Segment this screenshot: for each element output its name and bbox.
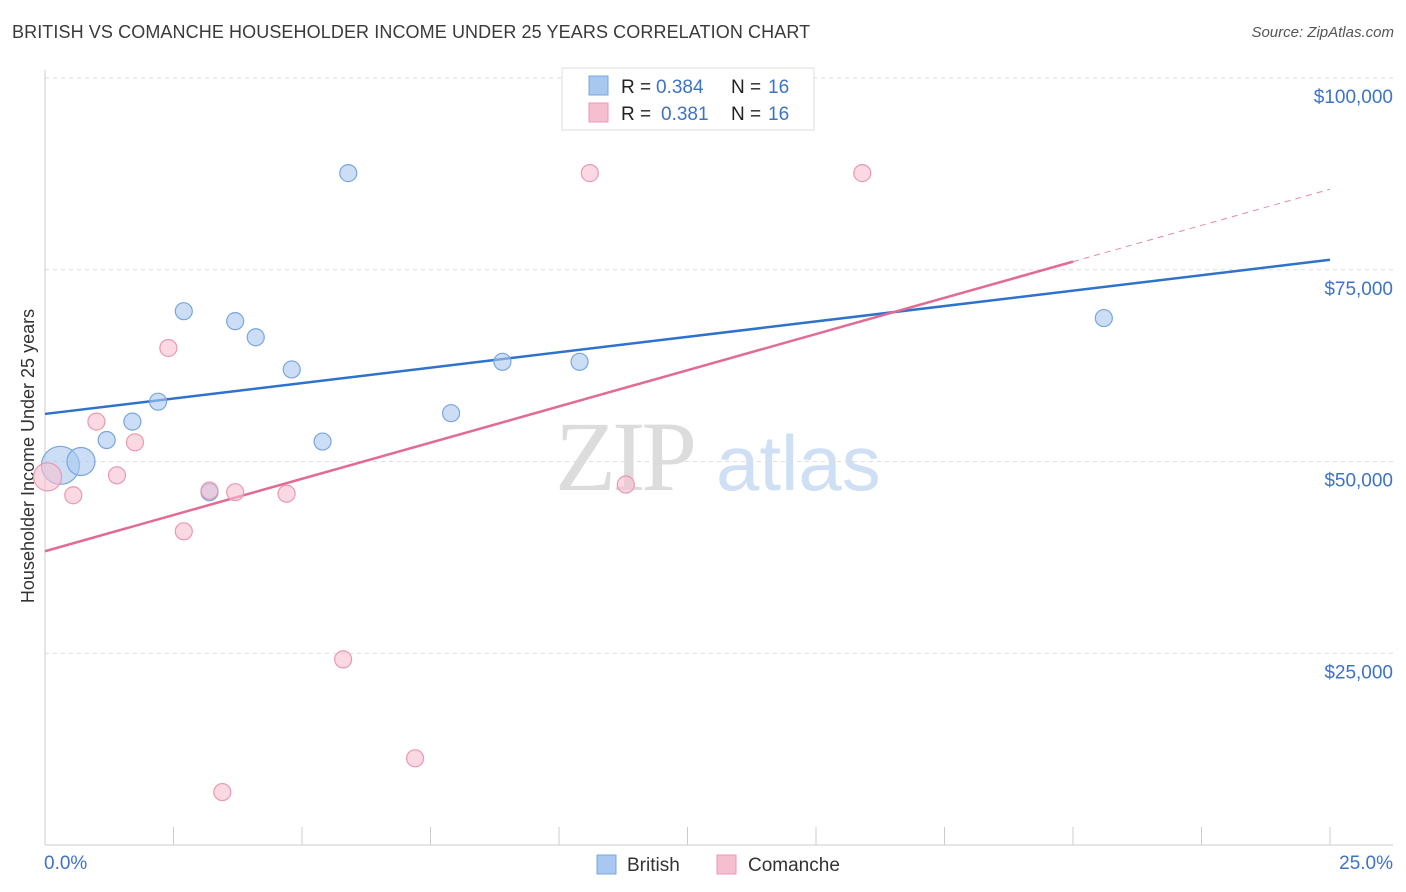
legend-british-swatch [588,75,609,96]
gridlines [45,77,1393,654]
comanche-point [616,475,635,494]
y-tick-label: $25,000 [1324,662,1393,683]
comanche-trend-line [44,260,1074,553]
legend-british-r-label: R = [621,77,651,98]
watermark-atlas: atlas [716,419,881,507]
comanche-point [87,412,106,431]
x-tick-label-min: 0.0% [44,853,87,874]
watermark-zip: ZIP [555,401,693,512]
chart-title: BRITISH VS COMANCHE HOUSEHOLDER INCOME U… [12,22,811,42]
british-point [66,446,96,477]
british-point [226,312,245,331]
bottom-legend-british-label: British [627,855,680,876]
y-tick-label: $100,000 [1314,87,1393,108]
scatter-points [32,164,1113,802]
bottom-legend: British Comanche [596,854,840,876]
comanche-point [226,483,245,502]
bottom-legend-british-swatch [596,854,617,875]
y-tick-label: $75,000 [1324,279,1393,300]
comanche-point [213,782,232,802]
legend-comanche-n-value: 16 [768,104,789,125]
bottom-legend-comanche-label: Comanche [748,855,840,876]
comanche-point [125,433,145,452]
british-point [339,164,358,183]
legend-comanche-r-value: 0.381 [661,104,709,125]
comanche-point [107,466,127,485]
comanche-point [64,486,83,505]
legend-british-r-value: 0.384 [656,77,704,98]
comanche-point [159,338,178,358]
comanche-point [32,462,63,492]
legend-comanche-n-label: N = [731,104,761,125]
comanche-point [853,164,872,183]
british-point [123,412,142,431]
x-axis-ticks [173,827,1331,845]
british-point [441,404,461,423]
comanche-point [405,749,425,768]
british-point [313,432,332,451]
british-point [570,352,589,371]
british-trend-line [44,258,1331,416]
bottom-legend-comanche-swatch [716,854,737,875]
legend-comanche-r-label: R = [621,104,651,125]
trend-lines [44,188,1331,553]
british-point [493,352,512,371]
legend: R = 0.384 N = 16 R = 0.381 N = 16 [561,67,815,131]
y-axis-title: Householder Income Under 25 years [18,309,38,603]
british-point [174,302,193,321]
chart-source: Source: ZipAtlas.com [1251,24,1394,41]
british-point [97,430,116,450]
british-point [148,392,168,411]
y-tick-label: $50,000 [1324,471,1393,492]
british-point [1094,308,1113,328]
british-point [246,328,265,347]
comanche-point [580,164,599,183]
legend-comanche-swatch [588,102,609,123]
comanche-point [200,481,219,500]
british-point [282,360,301,379]
legend-british-n-label: N = [731,77,761,98]
comanche-point [277,484,296,503]
comanche-point [174,522,193,541]
comanche-point [334,650,353,669]
x-tick-label-max: 25.0% [1339,853,1393,874]
watermark: ZIP atlas [555,401,881,512]
y-tick-labels: $25,000 $50,000 $75,000 $100,000 [1314,87,1393,683]
comanche-trend-line-extension [1072,188,1331,263]
legend-british-n-value: 16 [768,77,789,98]
